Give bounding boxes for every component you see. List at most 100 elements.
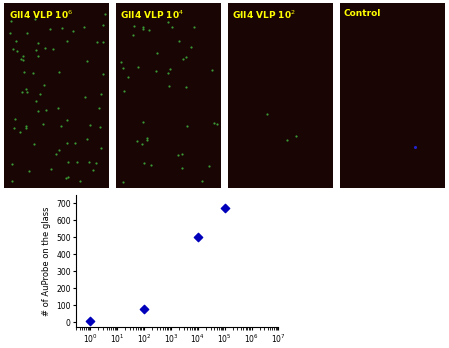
Text: GII4 VLP 10$^{6}$: GII4 VLP 10$^{6}$ xyxy=(9,9,73,22)
Point xyxy=(63,140,70,146)
Point xyxy=(8,18,15,24)
Point xyxy=(18,90,25,95)
Point xyxy=(139,24,146,30)
Point xyxy=(184,123,191,129)
Point xyxy=(34,109,41,114)
Point xyxy=(178,152,185,157)
Point xyxy=(165,83,172,89)
Point xyxy=(119,65,127,71)
Point xyxy=(221,206,228,211)
Point xyxy=(30,70,37,76)
Point xyxy=(86,122,93,128)
Point xyxy=(22,86,30,92)
Point xyxy=(35,40,42,46)
Point xyxy=(71,140,79,145)
Point xyxy=(143,138,150,143)
Point xyxy=(183,85,190,90)
Point xyxy=(16,129,23,135)
Text: GII4 VLP 10$^{2}$: GII4 VLP 10$^{2}$ xyxy=(232,9,296,22)
Point xyxy=(117,60,124,65)
Point xyxy=(18,56,25,62)
Point xyxy=(412,144,419,150)
Point xyxy=(165,19,172,25)
Point xyxy=(141,160,148,166)
Point xyxy=(99,22,106,28)
Point xyxy=(87,318,94,324)
Point xyxy=(49,46,56,52)
Point xyxy=(25,168,32,174)
Point xyxy=(47,26,54,31)
Point xyxy=(83,58,90,63)
Point xyxy=(198,178,205,184)
Point xyxy=(100,72,107,77)
Point xyxy=(145,27,153,33)
Point xyxy=(40,82,48,88)
Point xyxy=(74,159,81,165)
Point xyxy=(63,118,70,123)
Point xyxy=(62,175,70,181)
Point xyxy=(166,66,173,72)
Point xyxy=(178,165,185,171)
Point xyxy=(94,39,101,45)
Point xyxy=(55,147,62,153)
Point xyxy=(140,119,147,125)
Text: Control: Control xyxy=(344,9,381,18)
Point xyxy=(237,11,244,16)
Point xyxy=(42,107,49,113)
Point xyxy=(70,29,77,34)
Point xyxy=(97,125,104,130)
Point xyxy=(33,48,40,53)
Point xyxy=(80,24,88,30)
Point xyxy=(13,49,21,54)
Point xyxy=(101,11,109,17)
Point xyxy=(13,38,20,44)
Point xyxy=(24,89,31,95)
Point xyxy=(23,30,31,36)
Point xyxy=(39,121,46,127)
Point xyxy=(64,159,71,165)
Point xyxy=(164,70,171,76)
Point xyxy=(32,16,39,22)
Point xyxy=(152,68,159,74)
Point xyxy=(36,91,43,97)
Point xyxy=(213,121,220,126)
Point xyxy=(19,53,26,59)
Point xyxy=(205,164,212,169)
Point xyxy=(86,159,93,164)
Point xyxy=(121,88,128,93)
Point xyxy=(10,46,17,52)
Point xyxy=(208,67,216,72)
Point xyxy=(58,25,65,30)
Text: GII4 VLP 10$^{4}$: GII4 VLP 10$^{4}$ xyxy=(120,9,185,22)
Point xyxy=(191,24,198,30)
Point xyxy=(10,125,18,130)
Point xyxy=(174,152,181,157)
Point xyxy=(125,74,132,80)
Point xyxy=(292,134,299,139)
Point xyxy=(92,160,100,166)
Point xyxy=(84,136,91,142)
Point xyxy=(64,174,71,180)
Point xyxy=(63,38,70,44)
Point xyxy=(95,105,102,111)
Point xyxy=(6,30,13,35)
Point xyxy=(22,123,29,129)
Point xyxy=(53,152,60,157)
Point xyxy=(144,135,151,141)
Point xyxy=(141,307,148,312)
Point xyxy=(134,65,141,70)
Point xyxy=(11,117,18,122)
Point xyxy=(31,141,38,147)
Point xyxy=(182,54,189,59)
Point xyxy=(41,46,48,51)
Point xyxy=(98,145,105,151)
Point xyxy=(100,40,107,45)
Point xyxy=(34,53,41,59)
Point xyxy=(264,111,271,117)
Point xyxy=(138,141,145,146)
Point xyxy=(139,26,146,31)
Point xyxy=(130,24,137,29)
Point xyxy=(21,69,28,75)
Point xyxy=(89,167,97,172)
Point xyxy=(168,24,176,29)
